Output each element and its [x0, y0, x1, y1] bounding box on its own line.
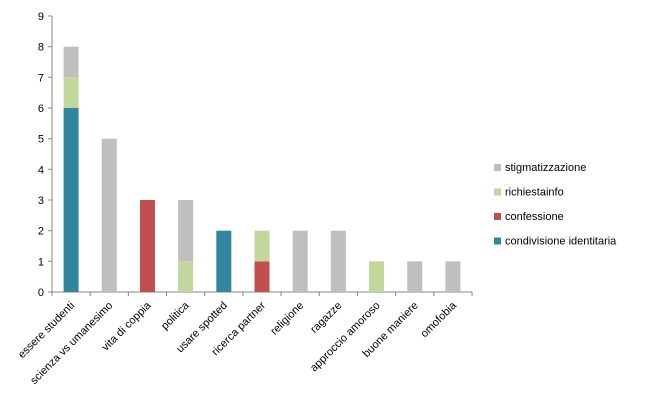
bar-segment: [445, 261, 461, 292]
bar-segment: [292, 230, 308, 292]
bar-segment: [63, 108, 79, 292]
bar-segment: [330, 230, 346, 292]
y-tick-label: 4: [38, 164, 44, 176]
chart-bars: [63, 46, 461, 292]
x-tick-label: omofobia: [419, 299, 460, 340]
y-tick-label: 1: [38, 256, 44, 268]
bar-segment: [178, 200, 194, 262]
bar-segment: [63, 77, 79, 108]
bar-segment: [63, 46, 79, 78]
y-axis-ticks: 0 1 2 3 4 5 6 7 8 9: [38, 11, 52, 299]
legend-label: stigmatizzazione: [505, 162, 586, 174]
bar-segment: [369, 261, 385, 292]
y-tick-label: 2: [38, 226, 44, 238]
legend-swatch: [494, 213, 501, 220]
bar-segment: [407, 261, 423, 292]
chart-axes: [51, 16, 473, 296]
legend-swatch: [494, 237, 501, 245]
y-tick-label: 7: [38, 72, 44, 84]
y-tick-label: 5: [38, 134, 44, 146]
chart-legend: stigmatizzazione richiestainfo confessione…: [494, 162, 617, 248]
bar-segment: [139, 200, 155, 292]
x-tick-label: politica: [159, 299, 192, 332]
bar-segment: [254, 261, 270, 292]
bar-segment: [101, 138, 117, 292]
x-tick-label: approccio amoroso: [308, 300, 383, 375]
legend-label: condivisione identitaria: [505, 236, 617, 248]
y-tick-label: 9: [38, 11, 44, 23]
y-tick-label: 3: [38, 195, 44, 207]
legend-swatch: [494, 188, 501, 196]
y-tick-label: 6: [38, 103, 44, 115]
x-tick-label: religione: [268, 300, 306, 338]
bar-segment: [254, 230, 270, 262]
legend-label: confessione: [505, 211, 564, 223]
y-tick-label: 0: [38, 287, 44, 299]
x-tick-label: ragazze: [308, 300, 344, 336]
legend-label: richiestainfo: [505, 187, 564, 199]
bar-segment: [178, 261, 194, 292]
bar-segment: [216, 230, 232, 292]
legend-swatch: [494, 164, 501, 171]
y-tick-label: 8: [38, 42, 44, 54]
